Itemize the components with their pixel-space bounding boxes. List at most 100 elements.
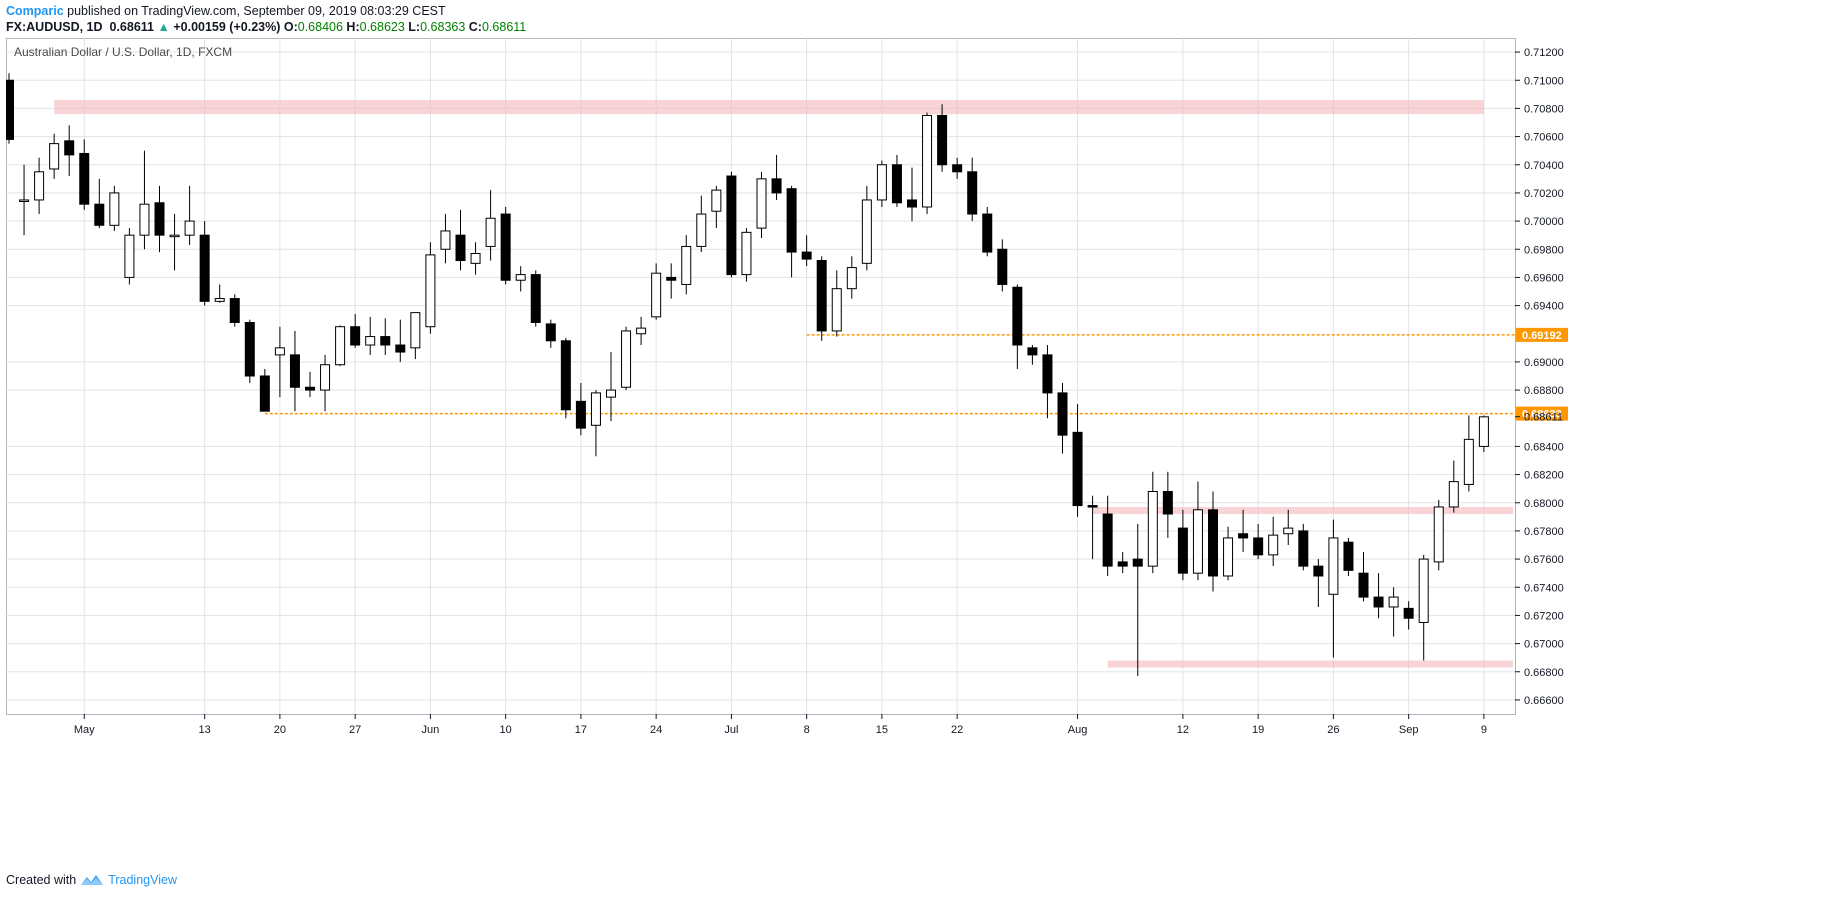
level-layer: 0.69192 0.68633 [264, 327, 1568, 421]
candle-body [1223, 537, 1234, 577]
x-tick-label: 24 [650, 724, 662, 736]
last-price-label: 0.68611 [1524, 412, 1563, 424]
candle [274, 326, 285, 398]
close-label: C: [468, 20, 482, 34]
y-tick-label: 0.67000 [1524, 639, 1564, 651]
candle [726, 171, 737, 278]
candle-body [124, 234, 135, 278]
candle [154, 185, 165, 253]
candle [184, 185, 195, 246]
candle [846, 256, 857, 299]
candle-body [937, 114, 948, 166]
price-change: +0.00159 (+0.23%) [173, 20, 281, 34]
candle [1373, 573, 1384, 619]
candle [771, 154, 782, 200]
candle-body [1177, 527, 1188, 574]
candle-body [1433, 506, 1444, 563]
y-tick-label: 0.69600 [1524, 272, 1564, 284]
candle-body [952, 164, 963, 173]
candle-body [1448, 481, 1459, 508]
candle [1192, 481, 1203, 581]
candle [786, 185, 797, 278]
candle-body [590, 392, 601, 426]
y-tick-label: 0.68800 [1524, 385, 1564, 397]
candle-body [756, 178, 767, 229]
candle-body [1238, 533, 1249, 539]
candle [124, 228, 135, 285]
plot-border [6, 38, 1516, 715]
candle-body [1072, 431, 1083, 507]
candle [1298, 523, 1309, 571]
candle [49, 133, 60, 179]
candle-body [169, 234, 180, 238]
tradingview-link[interactable]: TradingView [108, 873, 177, 887]
y-tick-label: 0.70800 [1524, 103, 1564, 115]
candle-body [320, 364, 331, 391]
candle-body [1027, 347, 1038, 356]
candle-body [34, 171, 45, 201]
candle [997, 239, 1008, 292]
candle-body [1388, 596, 1399, 608]
candle [1478, 415, 1489, 453]
up-arrow-icon: ▲ [157, 20, 170, 34]
candle [1313, 559, 1324, 607]
candle [907, 167, 917, 222]
candle [801, 235, 812, 267]
candle [1057, 383, 1068, 454]
open-value: 0.68406 [297, 20, 343, 34]
candle [64, 125, 75, 177]
chart-area[interactable]: 0.69192 0.68633 0.71200 0.71000 0.70800 0.70… [4, 38, 1768, 830]
x-tick-label: 9 [1481, 724, 1487, 736]
candle-layer [4, 73, 1489, 676]
candle [1238, 509, 1249, 553]
candle-body [1253, 537, 1264, 556]
candle [1358, 552, 1369, 602]
candle [711, 185, 722, 229]
candle-body [636, 327, 647, 335]
candle-body [365, 336, 376, 346]
x-tick-label: 19 [1252, 724, 1264, 736]
candle [816, 256, 827, 341]
author-link[interactable]: Comparic [6, 4, 64, 18]
x-tick-label: May [74, 724, 95, 736]
candle-body [395, 344, 406, 353]
chart-title: Australian Dollar / U.S. Dollar, 1D, FXC… [14, 45, 232, 59]
x-tick-label: 27 [349, 724, 361, 736]
candle-body [922, 114, 933, 208]
candle-body [741, 231, 752, 276]
candlestick-chart[interactable]: 0.69192 0.68633 0.71200 0.71000 0.70800 0.70… [4, 38, 1768, 830]
close-value: 0.68611 [481, 20, 527, 34]
candle-body [440, 230, 451, 250]
low-label: L: [408, 20, 421, 34]
y-tick-label: 0.69400 [1524, 301, 1564, 313]
candle [380, 318, 391, 355]
high-label: H: [346, 20, 360, 34]
candle [1027, 345, 1038, 365]
support-resistance-zone [1107, 660, 1513, 668]
y-tick-label: 0.67600 [1524, 554, 1564, 566]
candle [861, 185, 872, 271]
candle [425, 242, 436, 334]
candle [335, 325, 346, 367]
candle-body [184, 220, 195, 236]
candle-body [4, 79, 14, 140]
candle-body [1358, 572, 1369, 598]
candle [365, 316, 376, 355]
candle-body [94, 203, 105, 226]
candle [952, 157, 963, 179]
candle [1208, 491, 1218, 592]
candle-body [1012, 286, 1023, 346]
x-tick-label: 26 [1327, 724, 1339, 736]
x-tick-label: Jul [724, 724, 738, 736]
high-value: 0.68623 [359, 20, 405, 34]
y-tick-label: 0.70400 [1524, 160, 1564, 172]
candle [560, 337, 571, 419]
candle [305, 371, 315, 398]
zone-layer [54, 99, 1513, 668]
candle-body [154, 202, 165, 236]
candle-body [621, 330, 632, 388]
candle-body [1343, 541, 1354, 571]
published-text: published on TradingView.com, September … [67, 4, 446, 18]
candle [19, 164, 30, 236]
candle [199, 221, 210, 306]
